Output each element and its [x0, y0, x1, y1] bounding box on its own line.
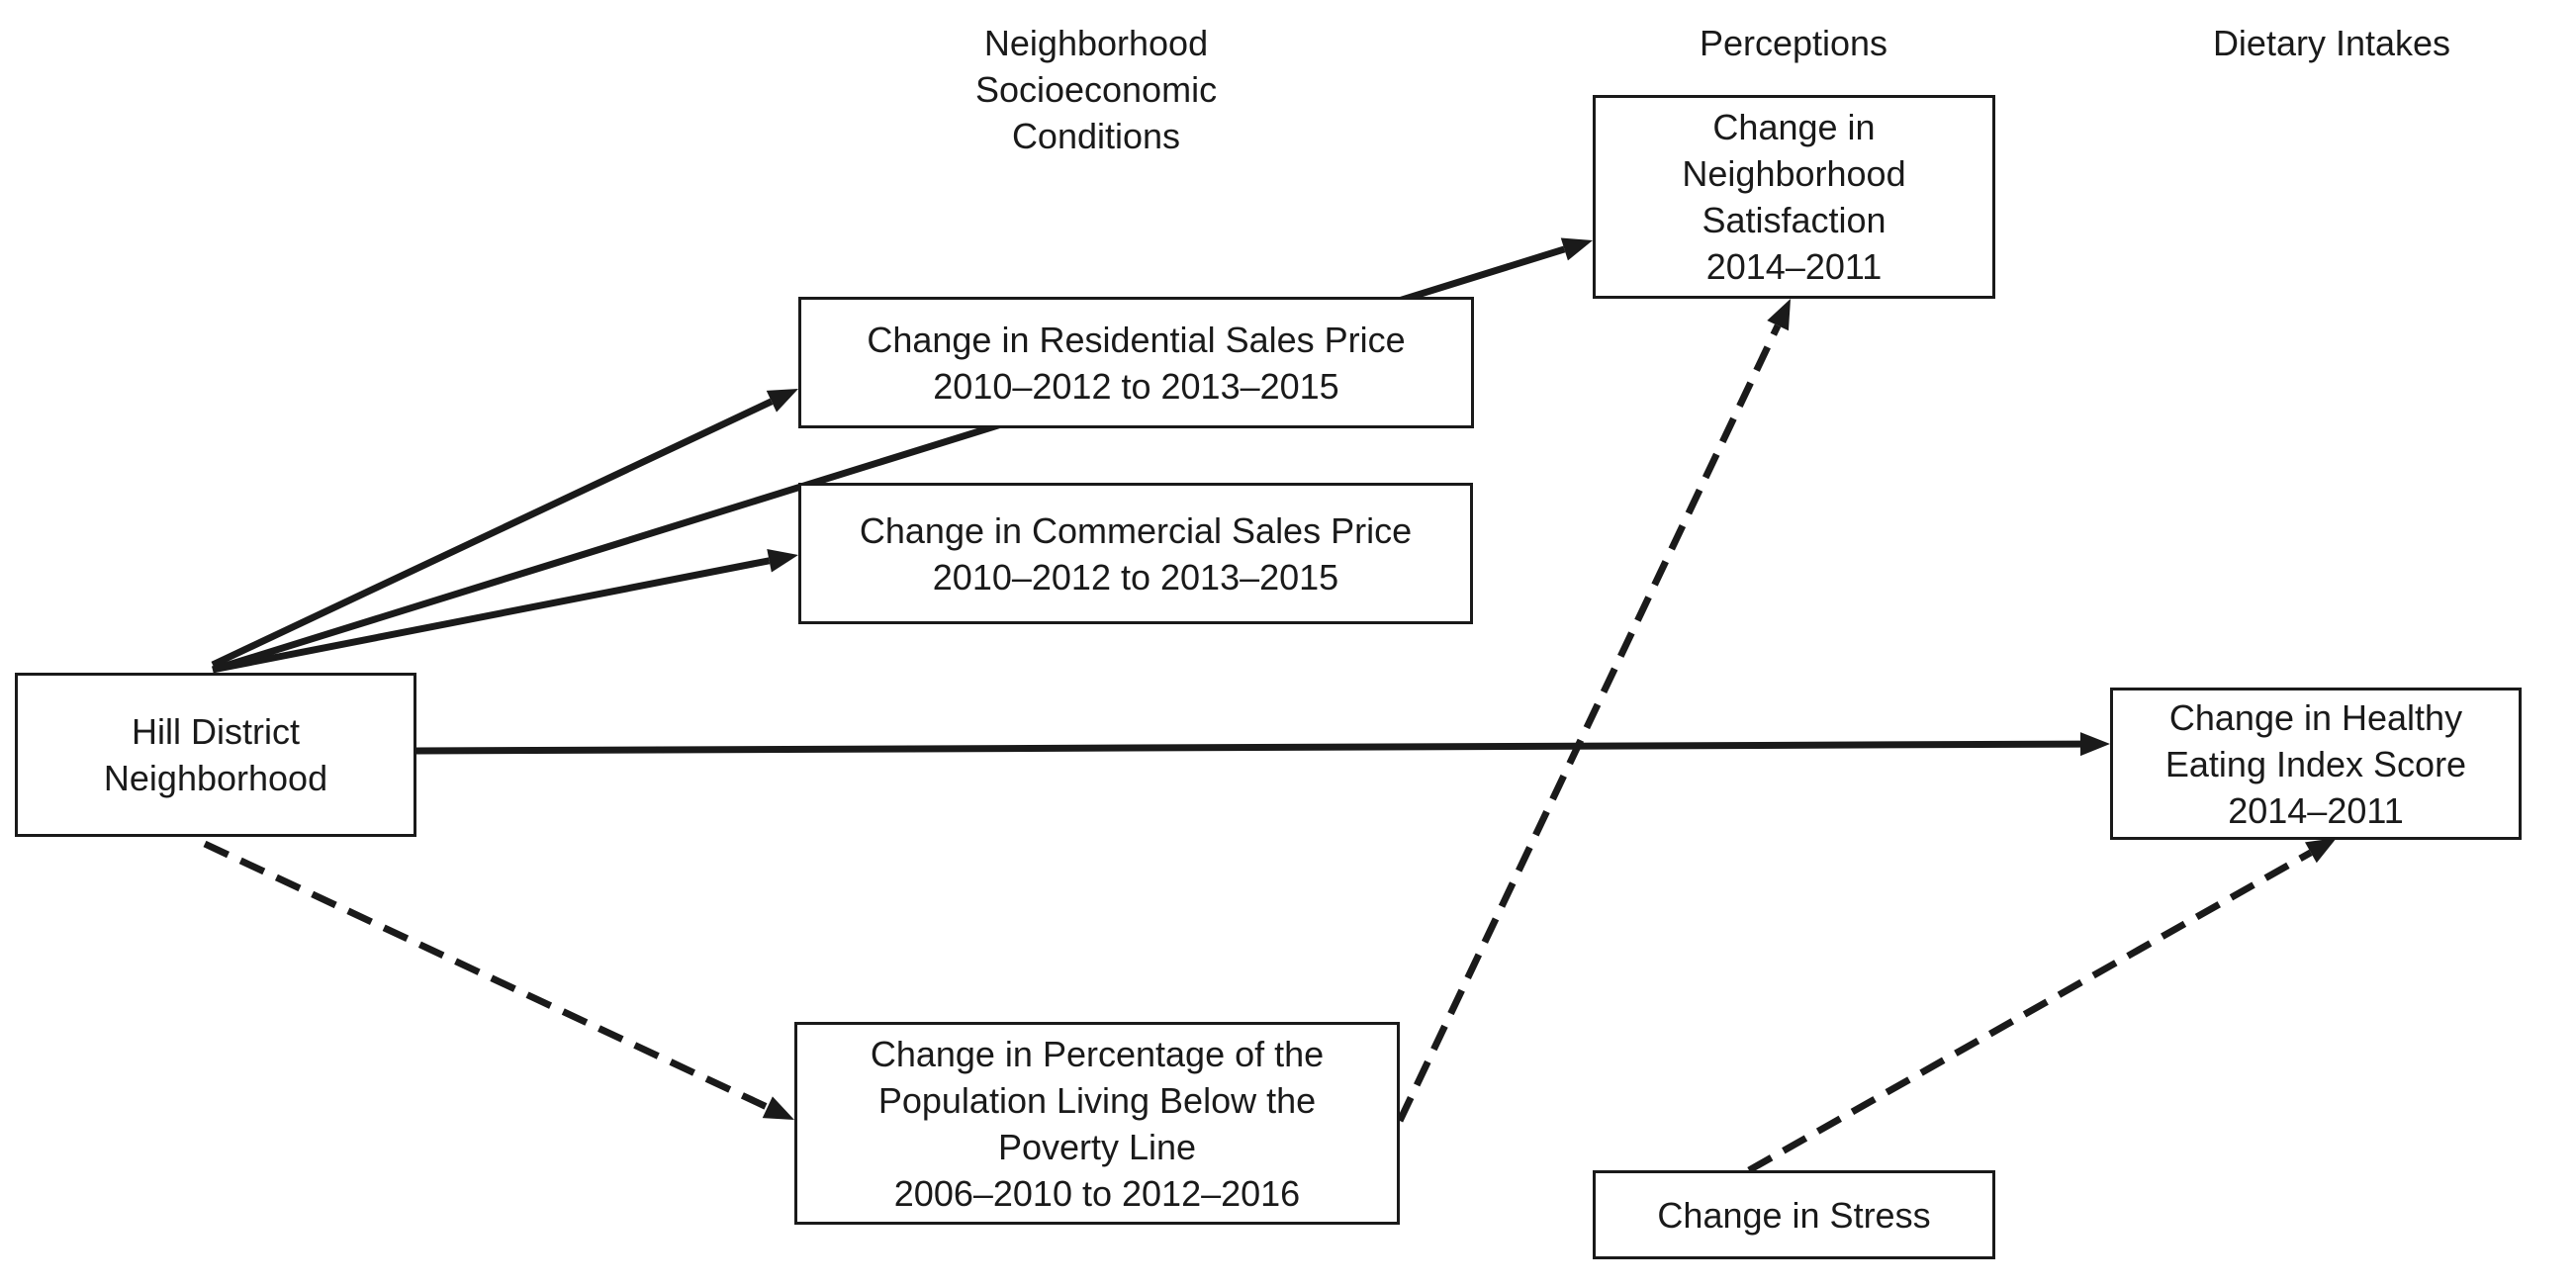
edge-hill-district-to-satisfaction-arrowhead	[1560, 237, 1593, 261]
node-residential-sales-price: Change in Residential Sales Price 2010–2…	[798, 297, 1474, 428]
node-stress: Change in Stress	[1593, 1170, 1995, 1259]
edge-hill-district-to-heis-solid	[415, 740, 2081, 755]
node-poverty-line-percentage: Change in Percentage of the Population L…	[794, 1022, 1400, 1225]
node-hill-district-neighborhood: Hill District Neighborhood	[15, 673, 416, 837]
header-socioeconomic-conditions: Neighborhood Socioeconomic Conditions	[974, 23, 1218, 156]
edge-hill-district-to-poverty-arrowhead	[762, 1096, 794, 1120]
edge-hill-district-to-residential-arrowhead	[766, 389, 798, 413]
header-dietary-intakes: Dietary Intakes	[2212, 23, 2451, 63]
node-healthy-eating-index: Change in Healthy Eating Index Score 201…	[2110, 688, 2522, 840]
edge-poverty-to-satisfaction-dashed	[1396, 323, 1782, 1123]
edge-hill-district-to-commercial-arrowhead	[767, 548, 798, 573]
edge-hill-district-to-poverty-dashed	[203, 840, 770, 1111]
edge-stress-to-heis-dashed	[1747, 849, 2313, 1174]
edge-hill-district-to-commercial-solid	[212, 557, 771, 674]
node-commercial-sales-price: Change in Commercial Sales Price 2010–20…	[798, 483, 1473, 624]
edge-poverty-to-satisfaction-arrowhead	[1767, 299, 1791, 331]
node-neighborhood-satisfaction: Change in Neighborhood Satisfaction 2014…	[1593, 95, 1995, 299]
edge-hill-district-to-heis-arrowhead	[2079, 732, 2110, 757]
edge-hill-district-to-residential-solid	[211, 398, 774, 669]
header-perceptions: Perceptions	[1699, 23, 1888, 63]
edge-stress-to-heis-arrowhead	[2304, 838, 2337, 864]
